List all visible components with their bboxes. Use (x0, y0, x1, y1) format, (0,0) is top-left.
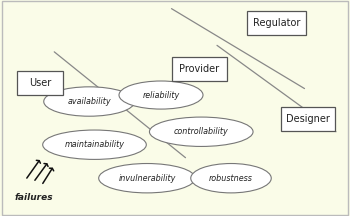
Text: maintainability: maintainability (64, 140, 125, 149)
Text: availability: availability (68, 97, 111, 106)
Ellipse shape (119, 81, 203, 109)
FancyBboxPatch shape (246, 11, 306, 35)
Text: controllability: controllability (174, 127, 229, 136)
Ellipse shape (99, 164, 195, 193)
Text: Provider: Provider (180, 64, 219, 74)
Text: failures: failures (15, 193, 53, 202)
Ellipse shape (43, 130, 146, 159)
Text: robustness: robustness (209, 174, 253, 183)
FancyBboxPatch shape (281, 107, 335, 131)
Text: Regulator: Regulator (253, 18, 300, 28)
FancyBboxPatch shape (172, 57, 227, 81)
Text: reliability: reliability (142, 91, 180, 100)
Text: invulnerability: invulnerability (118, 174, 176, 183)
Ellipse shape (191, 164, 271, 193)
Ellipse shape (44, 87, 135, 116)
Ellipse shape (149, 117, 253, 146)
Text: Designer: Designer (286, 114, 330, 124)
FancyBboxPatch shape (17, 71, 63, 95)
Text: User: User (29, 78, 51, 88)
